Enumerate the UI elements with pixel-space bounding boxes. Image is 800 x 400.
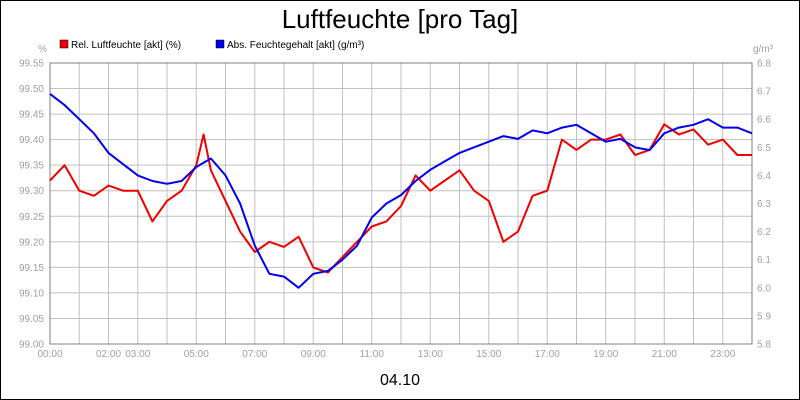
x-tick-label: 21:00 [652,349,677,360]
y-left-axis: 99.00 99.05 99.10 99.15 99.20 99.25 99.30 99.35… [19,59,44,351]
y-left-tick-label: 99.50 [19,84,44,95]
x-tick-label: 19:00 [593,349,618,360]
y-left-tick-label: 99.20 [19,237,44,248]
y-left-tick-label: 99.10 [19,288,44,299]
y-right-tick-label: 6.1 [757,255,771,266]
legend-swatch-rel [59,39,69,49]
x-tick-label: 11:00 [360,349,385,360]
y-left-tick-label: 99.25 [19,212,44,223]
series-line-rel [49,123,752,274]
y-left-tick-label: 99.05 [19,314,44,325]
y-right-tick-label: 6.7 [757,87,771,98]
x-tick-label: 03:00 [125,349,150,360]
y-left-tick-label: 99.00 [19,340,44,351]
x-tick-label: 15:00 [476,349,501,360]
chart-title: Luftfeuchte [pro Tag] [282,4,519,34]
grid [50,62,752,345]
y-left-tick-label: 99.35 [19,161,44,172]
plot-area [49,62,753,345]
y-left-tick-label: 99.45 [19,110,44,121]
date-label: 04.10 [380,372,420,389]
x-tick-label: 17:00 [535,349,560,360]
y-right-tick-label: 6.0 [757,283,771,294]
legend-swatch-abs [215,39,225,49]
x-tick-label: 00:00 [37,349,62,360]
y-right-tick-label: 6.3 [757,199,771,210]
y-left-tick-label: 99.30 [19,186,44,197]
left-axis-unit: % [38,44,47,55]
y-right-tick-label: 6.5 [757,143,771,154]
y-right-tick-label: 6.6 [757,115,771,126]
y-right-tick-label: 5.8 [757,340,771,351]
right-axis-unit: g/m³ [753,44,774,55]
y-left-tick-label: 99.40 [19,135,44,146]
legend: Rel. Luftfeuchte [akt] (%) Abs. Feuchteg… [59,39,364,51]
x-tick-label: 09:00 [301,349,326,360]
y-right-tick-label: 6.2 [757,227,771,238]
y-right-tick-label: 5.9 [757,311,771,322]
legend-label-rel: Rel. Luftfeuchte [akt] (%) [71,40,181,51]
y-right-tick-label: 6.8 [757,59,771,70]
x-tick-label: 13:00 [418,349,443,360]
x-tick-label: 05:00 [184,349,209,360]
legend-label-abs: Abs. Feuchtegehalt [akt] (g/m³) [227,40,364,51]
x-tick-label: 02:00 [96,349,121,360]
x-tick-label: 23:00 [710,349,735,360]
y-right-tick-label: 6.4 [757,171,771,182]
x-axis: 00:00 02:00 03:00 05:00 07:00 09:00 11:00 13:00… [37,349,735,360]
y-left-tick-label: 99.55 [19,59,44,70]
y-left-tick-label: 99.15 [19,263,44,274]
series-layer [49,93,753,289]
y-right-axis: 5.8 5.9 6.0 6.1 6.2 6.3 6.4 6.5 6.6 6.7 6.8 [757,59,771,351]
x-tick-label: 07:00 [242,349,267,360]
series-line-abs [49,93,753,289]
